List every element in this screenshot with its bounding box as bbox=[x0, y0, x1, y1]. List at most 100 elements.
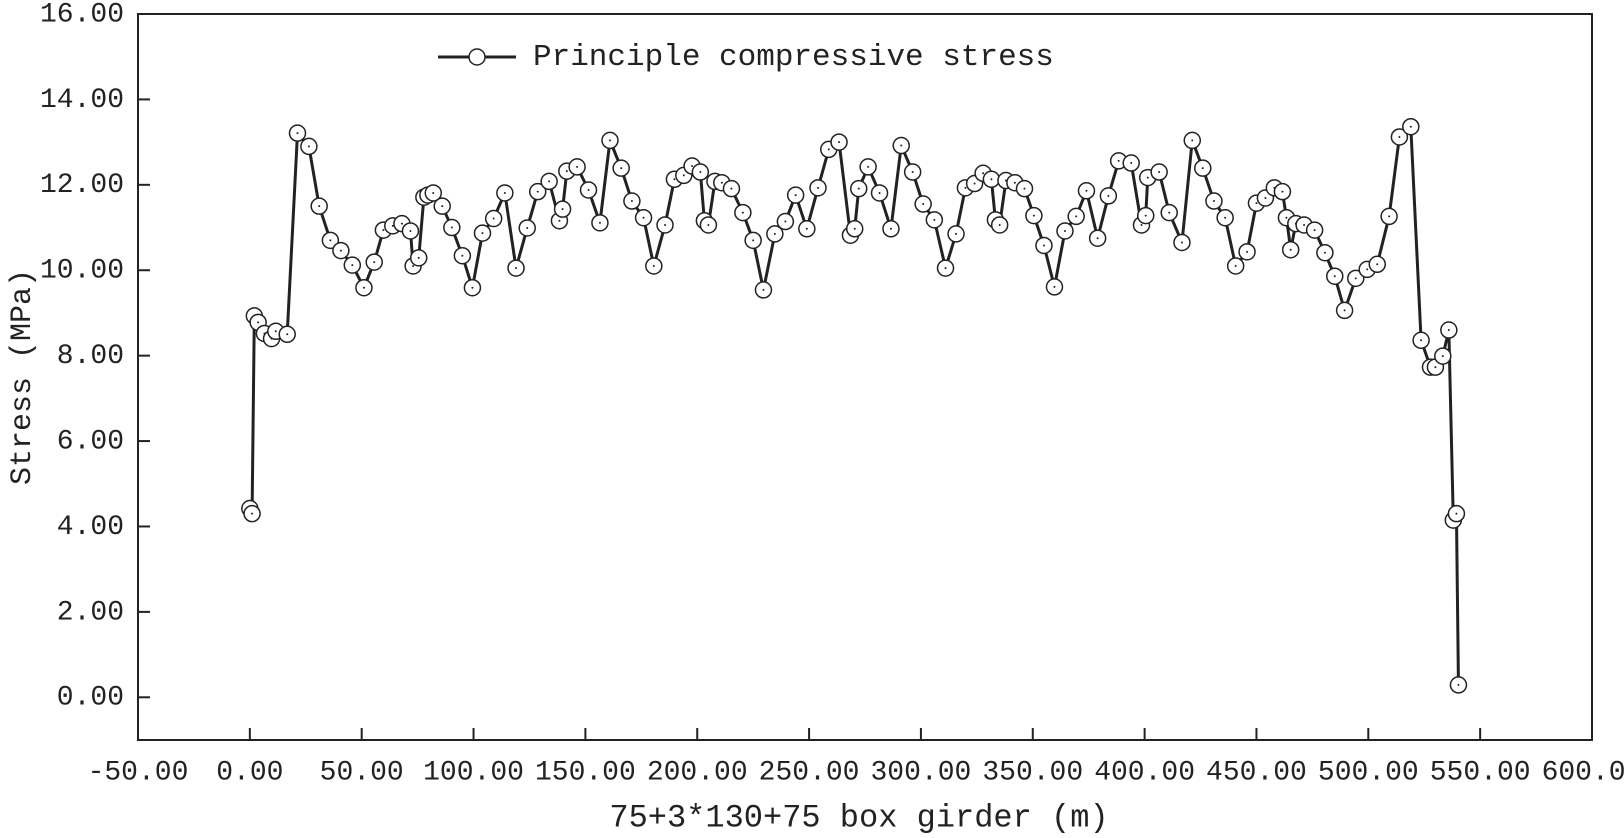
data-point-dot bbox=[1255, 202, 1258, 205]
data-point-dot bbox=[998, 223, 1001, 226]
data-point-dot bbox=[1234, 264, 1237, 267]
data-point-dot bbox=[1376, 263, 1379, 266]
data-point-dot bbox=[608, 139, 611, 142]
data-point-dot bbox=[329, 239, 332, 242]
data-point-dot bbox=[1075, 215, 1078, 218]
data-point-dot bbox=[982, 172, 985, 175]
data-point-dot bbox=[1180, 241, 1183, 244]
data-point-dot bbox=[964, 186, 967, 189]
data-point-dot bbox=[784, 220, 787, 223]
data-line bbox=[248, 123, 1460, 685]
data-point-dot bbox=[707, 223, 710, 226]
data-point-dot bbox=[933, 218, 936, 221]
data-point-dot bbox=[382, 229, 385, 232]
data-point-dot bbox=[730, 187, 733, 190]
data-point-dot bbox=[620, 167, 623, 170]
data-point-dot bbox=[691, 165, 694, 168]
plot-frame bbox=[137, 13, 1593, 741]
data-point-dot bbox=[339, 249, 342, 252]
data-point-dot bbox=[1323, 251, 1326, 254]
x-tick-label: 550.00 bbox=[1430, 757, 1531, 788]
data-point-dot bbox=[878, 191, 881, 194]
data-point-dot bbox=[1388, 215, 1391, 218]
data-point-dot bbox=[412, 264, 415, 267]
data-point-dot bbox=[1409, 125, 1412, 128]
data-point-dot bbox=[827, 148, 830, 151]
data-point-dot bbox=[1144, 214, 1147, 217]
data-point-dot bbox=[1140, 223, 1143, 226]
x-tick-label: 250.00 bbox=[759, 757, 860, 788]
data-point-dot bbox=[720, 181, 723, 184]
data-point-dot bbox=[373, 261, 376, 264]
data-point-dot bbox=[1096, 237, 1099, 240]
data-point-dot bbox=[318, 205, 321, 208]
data-point-dot bbox=[1158, 171, 1161, 174]
data-point-dot bbox=[853, 227, 856, 230]
data-point-dot bbox=[391, 224, 394, 227]
data-point-dot bbox=[351, 264, 354, 267]
data-point-dot bbox=[1085, 189, 1088, 192]
data-point-dot bbox=[1366, 268, 1369, 271]
x-axis-label: 75+3*130+75 box girder (m) bbox=[609, 799, 1108, 836]
data-point-dot bbox=[503, 191, 506, 194]
y-axis-label: Stress (MPa) bbox=[6, 269, 40, 485]
data-point-dot bbox=[752, 239, 755, 242]
data-point-dot bbox=[461, 254, 464, 257]
y-tick-label: 12.00 bbox=[40, 170, 124, 201]
data-point-dot bbox=[1313, 229, 1316, 232]
data-point-dot bbox=[565, 170, 568, 173]
y-tick-label: 0.00 bbox=[57, 683, 124, 714]
data-point-dot bbox=[548, 180, 551, 183]
x-tick-label: 400.00 bbox=[1094, 757, 1195, 788]
data-point-dot bbox=[251, 512, 254, 515]
data-point-dot bbox=[838, 141, 841, 144]
data-point-dot bbox=[1303, 223, 1306, 226]
data-point-dot bbox=[1447, 329, 1450, 332]
data-point-dot bbox=[1212, 200, 1215, 203]
data-point-dot bbox=[889, 227, 892, 230]
x-tick-label: 200.00 bbox=[647, 757, 748, 788]
data-point-dot bbox=[1264, 197, 1267, 200]
data-point-dot bbox=[1420, 339, 1423, 342]
data-point-dot bbox=[257, 321, 260, 324]
data-point-dot bbox=[673, 178, 676, 181]
y-tick-label: 10.00 bbox=[40, 256, 124, 287]
data-point-dot bbox=[1053, 285, 1056, 288]
y-tick-label: 2.00 bbox=[57, 597, 124, 628]
data-point-dot bbox=[526, 226, 529, 229]
data-point-dot bbox=[664, 223, 667, 226]
data-point-dot bbox=[598, 221, 601, 224]
data-point-dot bbox=[1032, 214, 1035, 217]
data-point-dot bbox=[1289, 248, 1292, 251]
x-tick-label: 350.00 bbox=[982, 757, 1083, 788]
data-point-dot bbox=[773, 232, 776, 235]
data-point-dot bbox=[1281, 190, 1284, 193]
data-point-dot bbox=[417, 256, 420, 259]
data-point-dot bbox=[1246, 250, 1249, 253]
legend-marker bbox=[468, 48, 486, 66]
data-point-dot bbox=[652, 264, 655, 267]
data-point-dot bbox=[296, 132, 299, 135]
y-tick-label: 14.00 bbox=[40, 85, 124, 116]
data-point-dot bbox=[1168, 211, 1171, 214]
x-tick-label: 150.00 bbox=[535, 757, 636, 788]
data-point-dot bbox=[561, 208, 564, 211]
data-point-dot bbox=[1042, 244, 1045, 247]
data-point-dot bbox=[1354, 277, 1357, 280]
data-point-dot bbox=[1013, 181, 1016, 184]
data-point-dot bbox=[307, 145, 310, 148]
data-point-dot bbox=[515, 267, 518, 270]
data-point-dot bbox=[1434, 366, 1437, 369]
data-point-dot bbox=[1457, 683, 1460, 686]
data-point-dot bbox=[481, 232, 484, 235]
x-tick-label: 100.00 bbox=[423, 757, 524, 788]
data-point-dot bbox=[450, 226, 453, 229]
data-point-dot bbox=[630, 200, 633, 203]
y-tick-label: 6.00 bbox=[57, 426, 124, 457]
data-point-dot bbox=[471, 286, 474, 289]
data-point-dot bbox=[362, 286, 365, 289]
data-point-dot bbox=[1333, 275, 1336, 278]
data-point-dot bbox=[274, 330, 277, 333]
legend-label: Principle compressive stress bbox=[533, 40, 1054, 75]
data-point-dot bbox=[990, 178, 993, 181]
